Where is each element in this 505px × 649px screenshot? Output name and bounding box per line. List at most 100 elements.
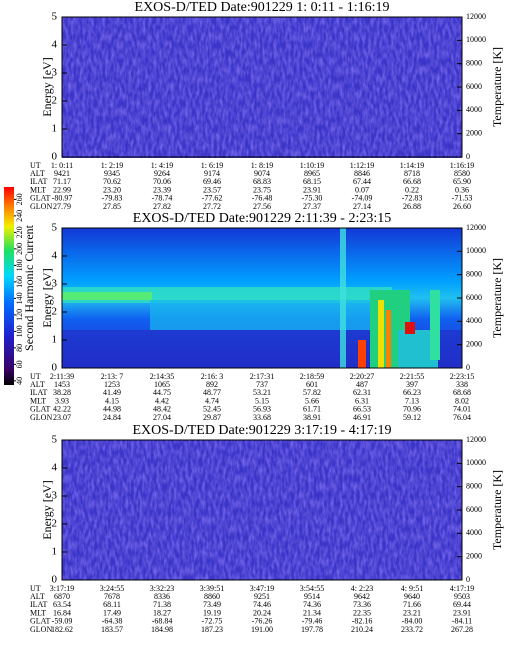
ephemeris-value: 7.13: [405, 396, 419, 405]
ephemeris-value: 1: 6:19: [201, 161, 223, 170]
ephemeris-value: 9345: [104, 169, 120, 178]
ephemeris-value: 8336: [154, 592, 170, 601]
ephemeris-value: 16.84: [53, 608, 71, 617]
ephemeris-value: 0.07: [355, 185, 369, 194]
y-tick-label: 0: [52, 574, 58, 586]
ephemeris-value: 6.31: [355, 396, 369, 405]
ephemeris-value: 69.44: [453, 600, 471, 609]
ephemeris-value: 67.44: [353, 177, 371, 186]
ephemeris-value: 42.22: [53, 405, 71, 414]
ephemeris-value: 9421: [54, 169, 70, 178]
y-tick-label: 3: [52, 67, 58, 79]
ephemeris-value: 2:23:15: [450, 372, 474, 381]
ephemeris-value: 41.49: [103, 388, 121, 397]
ephemeris-row-label: GLAT: [30, 617, 51, 626]
ephemeris-row-label: ILAT: [30, 388, 47, 397]
ephemeris-value: 9251: [254, 592, 270, 601]
ephemeris-value: 5.66: [305, 396, 319, 405]
ephemeris-row-label: GLON: [30, 202, 52, 211]
ephemeris-value: 3:54:55: [300, 584, 324, 593]
panel-title: EXOS-D/TED Date:901229 3:17:19 - 4:17:19: [133, 423, 392, 438]
y-tick-label: 4: [52, 39, 58, 51]
ephemeris-value: 23.07: [53, 413, 71, 422]
ephemeris-row-label: MLT: [30, 185, 46, 194]
ephemeris-value: 9074: [254, 169, 270, 178]
ephemeris-value: 1: 8:19: [251, 161, 273, 170]
ephemeris-value: 71.17: [53, 177, 71, 186]
ephemeris-value: 33.68: [253, 413, 271, 422]
ephemeris-row-label: GLAT: [30, 405, 51, 414]
ephemeris-value: 38.28: [53, 388, 71, 397]
ephemeris-value: 397: [406, 380, 418, 389]
y2-tick-label: 12000: [466, 12, 486, 21]
ephemeris-value: 65.90: [453, 177, 471, 186]
ephemeris-value: 737: [256, 380, 268, 389]
y2-tick-label: 4000: [466, 316, 482, 325]
ephemeris-value: 487: [356, 380, 368, 389]
ephemeris-value: 7678: [104, 592, 120, 601]
ephemeris-row-label: ILAT: [30, 600, 47, 609]
colorbar-tick-label: 220: [15, 226, 24, 238]
y2-tick-label: 2000: [466, 339, 482, 348]
ephemeris-row-label: ILAT: [30, 177, 47, 186]
ephemeris-value: 6870: [54, 592, 70, 601]
colorbar: [4, 187, 14, 385]
ephemeris-row-label: ALT: [30, 592, 45, 601]
ephemeris-value: 71.66: [403, 600, 421, 609]
ephemeris-value: 27.72: [203, 202, 221, 211]
ephemeris-value: 8846: [354, 169, 370, 178]
y2-tick-label: 6000: [466, 293, 482, 302]
ephemeris-value: 53.21: [253, 388, 271, 397]
ephemeris-value: 9640: [404, 592, 420, 601]
colorbar-tick-label: 40: [15, 377, 24, 385]
y2-tick-label: 6000: [466, 82, 482, 91]
ephemeris-value: 1253: [104, 380, 120, 389]
y2-tick-label: 2000: [466, 551, 482, 560]
y2-tick-label: 2000: [466, 128, 482, 137]
ephemeris-value: 74.36: [303, 600, 321, 609]
y-tick-label: 4: [52, 250, 58, 262]
ephemeris-value: 23.21: [403, 608, 421, 617]
ephemeris-value: 3:24:55: [100, 584, 124, 593]
ephemeris-value: 23.75: [253, 185, 271, 194]
y-axis-label: Energy [eV]: [40, 268, 54, 327]
y2-tick-label: 8000: [466, 58, 482, 67]
y2-tick-label: 10000: [466, 246, 486, 255]
ephemeris-value: 70.96: [403, 405, 421, 414]
ephemeris-value: 66.53: [353, 405, 371, 414]
ephemeris-row-label: UT: [30, 584, 41, 593]
ephemeris-value: 191.00: [251, 625, 273, 634]
ephemeris-value: 24.84: [103, 413, 121, 422]
ephemeris-value: 27.79: [53, 202, 71, 211]
y2-tick-label: 12000: [466, 223, 486, 232]
ephemeris-value: 48.77: [203, 388, 221, 397]
y-tick-label: 2: [52, 95, 58, 107]
ephemeris-row-label: GLON: [30, 413, 52, 422]
ephemeris-value: -82.16: [352, 617, 373, 626]
ephemeris-value: 1:10:19: [300, 161, 324, 170]
ephemeris-value: 56.93: [253, 405, 271, 414]
y2-tick-label: 6000: [466, 505, 482, 514]
ephemeris-value: 23.39: [153, 185, 171, 194]
ephemeris-value: 338: [456, 380, 468, 389]
ephemeris-value: 69.46: [203, 177, 221, 186]
ephemeris-value: 9642: [354, 592, 370, 601]
ephemeris-value: 21.34: [303, 608, 321, 617]
ephemeris-value: 17.49: [103, 608, 121, 617]
ephemeris-value: -68.84: [152, 617, 173, 626]
ephemeris-value: 23.57: [203, 185, 221, 194]
ephemeris-value: 8965: [304, 169, 320, 178]
ephemeris-value: 27.14: [353, 202, 371, 211]
ephemeris-value: 1: 0:11: [51, 161, 73, 170]
ephemeris-row-label: UT: [30, 372, 41, 381]
ephemeris-value: 4.42: [155, 396, 169, 405]
y-tick-label: 5: [52, 434, 58, 446]
ephemeris-value: 27.82: [153, 202, 171, 211]
ephemeris-value: 27.04: [153, 413, 171, 422]
y-tick-label: 5: [52, 222, 58, 234]
y2-tick-label: 0: [466, 152, 470, 161]
ephemeris-value: 1:12:19: [350, 161, 374, 170]
ephemeris-row-label: GLAT: [30, 194, 51, 203]
ephemeris-value: 5.15: [255, 396, 269, 405]
colorbar-tick-label: 260: [15, 193, 24, 205]
